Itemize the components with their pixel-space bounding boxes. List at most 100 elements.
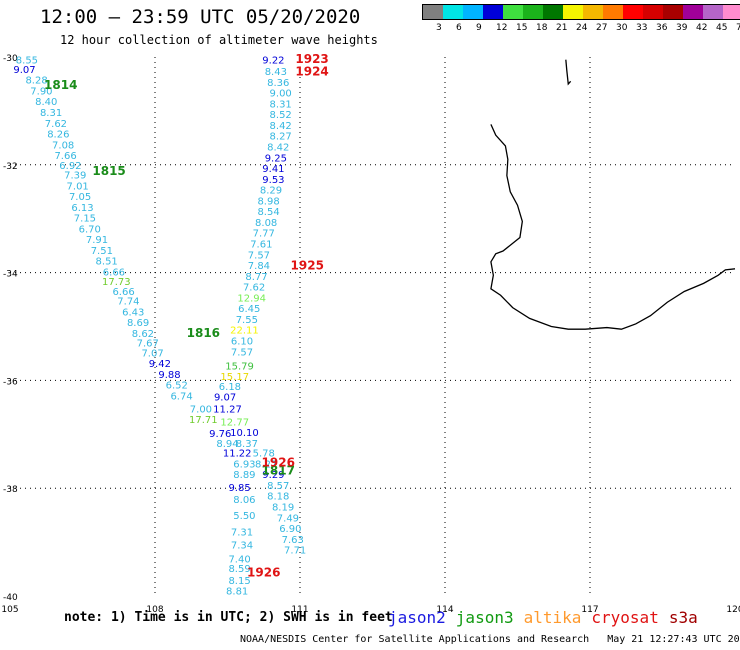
legend-swatch <box>603 5 623 19</box>
wave-reading: 17.71 <box>189 415 218 426</box>
wave-reading: 8.15 <box>228 576 250 587</box>
pass-label: 1814 <box>44 78 77 92</box>
wave-reading: 7.55 <box>236 315 258 326</box>
wave-reading: 8.54 <box>257 207 279 218</box>
legend-tick: 3 <box>436 23 442 33</box>
wave-reading: 8.27 <box>270 132 292 143</box>
legend-swatch <box>583 5 603 19</box>
pass-label: 1924 <box>295 64 328 78</box>
wave-reading: 8.42 <box>267 142 289 153</box>
pass-label: 1926 <box>247 566 280 580</box>
wave-reading: 8.40 <box>35 97 57 108</box>
wave-reading: 7.63 <box>282 535 304 546</box>
x-tick-label: 111 <box>291 605 308 615</box>
wave-reading: 8.52 <box>270 110 292 121</box>
wave-reading: 8.57 <box>267 481 289 492</box>
color-legend: 36912151821242730333639424570(ft) <box>422 4 740 34</box>
wave-reading: 5.78 <box>253 449 275 460</box>
footer-note: note: 1) Time is in UTC; 2) SWH is in fe… <box>64 610 393 625</box>
legend-swatch <box>723 5 740 19</box>
wave-reading: 7.49 <box>277 513 299 524</box>
x-tick-label: 117 <box>581 605 598 615</box>
wave-reading: 8.31 <box>270 99 292 110</box>
coastline-island <box>565 59 572 86</box>
wave-reading: 8.62 <box>132 329 154 340</box>
legend-tick: 30 <box>616 23 628 33</box>
wave-reading: 7.91 <box>86 235 108 246</box>
pass-label: 1923 <box>295 52 328 66</box>
legend-color-bar <box>422 4 740 20</box>
axis-tick-labels: 105 108 111 114 117 120 -30 -32 -34 -36 -38 -40 <box>1 54 740 615</box>
y-tick-label: -40 <box>3 593 18 603</box>
wave-reading: 12.77 <box>220 417 249 428</box>
legend-tick: 39 <box>676 23 688 33</box>
wave-reading: 7.39 <box>64 171 86 182</box>
wave-reading: 5.50 <box>233 511 255 522</box>
y-tick-label: -36 <box>3 377 18 387</box>
wave-reading: 9.25 <box>265 153 287 164</box>
wave-reading: 7.66 <box>54 151 76 162</box>
wave-reading: 9.42 <box>149 359 171 370</box>
credit-text: NOAA/NESDIS Center for Satellite Applica… <box>240 634 590 645</box>
wave-reading: 9.76 <box>209 429 231 440</box>
wave-reading: 6.43 <box>122 307 144 318</box>
wave-reading: 7.84 <box>248 261 270 272</box>
wave-reading: 7.61 <box>250 239 272 250</box>
wave-reading: 7.51 <box>91 246 113 257</box>
wave-reading: 6.70 <box>79 224 101 235</box>
legend-tick: 24 <box>576 23 588 33</box>
wave-reading: 7.90 <box>30 86 52 97</box>
wave-reading: 8.18 <box>267 492 289 503</box>
wave-reading: 8.77 <box>245 272 267 283</box>
legend-swatch <box>663 5 683 19</box>
wave-reading: 6.10 <box>231 337 253 348</box>
legend-tick-labels: 36912151821242730333639424570(ft) <box>422 20 740 34</box>
wave-reading: 6.74 <box>170 391 192 402</box>
wave-reading: 8.37 <box>236 439 258 450</box>
legend-swatch <box>703 5 723 19</box>
wave-reading: 7.74 <box>117 297 139 308</box>
wave-reading: 12.94 <box>237 293 266 304</box>
wave-reading: 6.52 <box>166 381 188 392</box>
wave-reading: 7.34 <box>231 540 253 551</box>
pass-label: 1816 <box>187 326 220 340</box>
x-tick-label: 120 <box>726 605 740 615</box>
wave-reading: 8.43 <box>265 67 287 78</box>
legend-swatch <box>563 5 583 19</box>
legend-swatch <box>423 5 443 19</box>
wave-reading: 8.31 <box>40 108 62 119</box>
wave-reading: 9.22 <box>262 56 284 67</box>
legend-tick: 18 <box>536 23 548 33</box>
wave-reading: 9.29 <box>262 470 284 481</box>
wave-reading: 7.77 <box>253 229 275 240</box>
wave-reading: 7.08 <box>52 140 74 151</box>
pass-label: 1926 <box>262 455 295 469</box>
wave-reading: 9.85 <box>228 483 250 494</box>
wave-reading: 10.10 <box>230 428 259 439</box>
wave-reading: 8.51 <box>96 257 118 268</box>
wave-reading: 7.05 <box>69 192 91 203</box>
wave-reading: 6.66 <box>112 287 134 298</box>
satellite-name: jason2 <box>388 608 446 627</box>
wave-reading: 9.07 <box>214 393 236 404</box>
wave-reading: 6.93 <box>233 459 255 470</box>
wave-reading: 7.40 <box>228 554 250 565</box>
wave-reading: 7.62 <box>243 283 265 294</box>
wave-reading: 7.57 <box>248 250 270 261</box>
x-tick-label: 108 <box>146 605 163 615</box>
wave-reading: 11.27 <box>213 404 242 415</box>
legend-tick: 33 <box>636 23 648 33</box>
y-tick-label: -38 <box>3 485 18 495</box>
wave-reading: 8.06 <box>233 495 255 506</box>
wave-reading: 6.66 <box>103 268 125 279</box>
wave-reading: 22.11 <box>230 326 259 337</box>
legend-tick: 42 <box>696 23 708 33</box>
wave-reading: 8.55 <box>16 56 38 67</box>
wave-reading: 11.22 <box>223 449 252 460</box>
satellite-name: s3a <box>668 608 698 627</box>
wave-height-readings: 8.559.078.287.908.408.317.628.267.087.66… <box>13 56 306 598</box>
wave-reading: 8.94 <box>216 439 238 450</box>
